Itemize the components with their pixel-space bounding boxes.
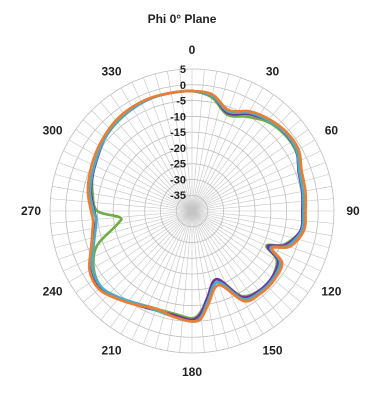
radial-tick-label: 5 (180, 64, 186, 76)
radial-tick-label: -5 (176, 96, 186, 108)
series-group (86, 89, 308, 323)
angle-tick-label: 180 (182, 365, 202, 379)
grid-spoke (131, 210, 193, 340)
angle-tick-label: 210 (101, 343, 121, 357)
grid-spoke (75, 129, 193, 212)
grid-spoke (191, 73, 230, 212)
grid-spoke (191, 210, 309, 293)
angle-tick-label: 90 (346, 204, 360, 218)
grid-spoke (191, 210, 217, 351)
angle-tick-label: 330 (101, 65, 121, 79)
grid-spoke (191, 129, 309, 212)
angle-tick-label: 120 (321, 285, 341, 299)
polar-grid (49, 68, 335, 354)
angle-tick-label: 0 (189, 43, 196, 57)
radial-tick-label: -20 (170, 143, 186, 155)
angle-tick-label: 60 (325, 124, 339, 138)
grid-spoke (154, 210, 193, 349)
grid-spoke (191, 82, 253, 212)
grid-spoke (58, 162, 193, 212)
grid-spoke (191, 210, 274, 328)
grid-spoke (191, 173, 330, 212)
grid-spoke (191, 186, 332, 212)
grid-spoke (191, 210, 205, 353)
angle-tick-label: 30 (266, 65, 280, 79)
grid-spoke (191, 210, 330, 249)
grid-spoke (191, 210, 230, 349)
grid-spoke (191, 87, 264, 212)
grid-spoke (91, 110, 193, 212)
grid-spoke (54, 173, 193, 212)
angle-tick-label: 300 (43, 124, 63, 138)
angle-tick-label: 240 (43, 285, 63, 299)
grid-spoke (191, 210, 241, 345)
grid-spoke (58, 210, 193, 260)
grid-spoke (191, 77, 241, 212)
grid-spoke (179, 69, 193, 212)
grid-spoke (52, 186, 193, 212)
grid-spoke (191, 198, 334, 212)
grid-spoke (167, 210, 193, 351)
grid-spoke (167, 71, 193, 212)
grid-spoke (154, 73, 193, 212)
grid-spoke (179, 210, 193, 353)
grid-spoke (191, 210, 326, 260)
grid-spoke (191, 210, 284, 320)
grid-spoke (143, 210, 193, 345)
grid-spoke (191, 210, 264, 335)
grid-spoke (63, 210, 193, 272)
grid-spoke (191, 210, 321, 272)
grid-spoke (50, 198, 193, 212)
grid-spoke (191, 210, 334, 224)
radial-tick-label: -30 (170, 174, 186, 186)
grid-spoke (143, 77, 193, 212)
grid-spoke (68, 139, 193, 212)
grid-spoke (191, 210, 253, 340)
grid-spoke (54, 210, 193, 249)
series-line-5 (86, 89, 308, 323)
grid-spoke (120, 210, 193, 335)
grid-spoke (191, 210, 301, 303)
grid-spoke (191, 210, 332, 236)
grid-spoke (191, 210, 293, 312)
grid-spoke (52, 210, 193, 236)
radial-tick-label: -35 (170, 190, 186, 202)
grid-spoke (83, 119, 193, 212)
grid-spoke (100, 210, 193, 320)
angle-tick-label: 270 (21, 204, 41, 218)
grid-spoke (191, 210, 316, 283)
radial-tick-label: -10 (170, 111, 186, 123)
grid-spoke (110, 210, 193, 328)
angle-tick-label: 150 (262, 343, 282, 357)
grid-spoke (191, 139, 316, 212)
grid-spoke (191, 119, 301, 212)
grid-spoke (63, 150, 193, 212)
radial-tick-label: -25 (170, 159, 186, 171)
grid-spoke (191, 162, 326, 212)
radial-tick-label: -15 (170, 127, 186, 139)
chart-title: Phi 0° Plane (148, 12, 217, 26)
radial-tick-label: 0 (180, 80, 186, 92)
